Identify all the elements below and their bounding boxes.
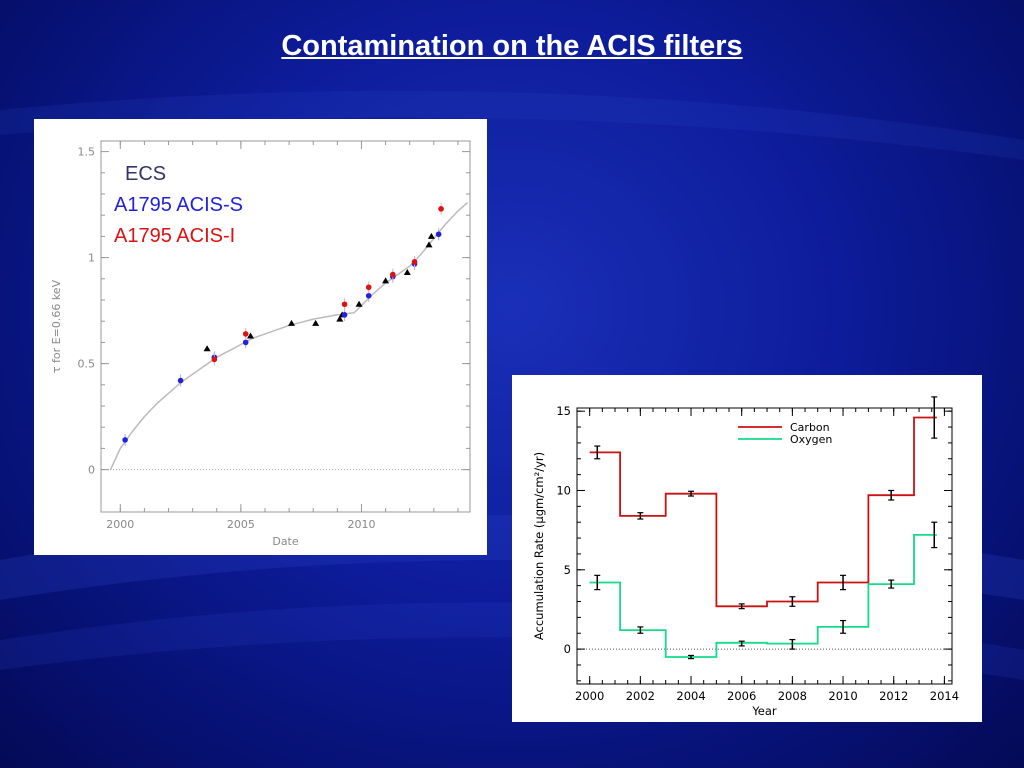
acis-i-point — [211, 356, 218, 363]
y-tick-label: 15 — [556, 404, 571, 418]
acis-i-point — [390, 271, 396, 278]
acis-i-point — [341, 301, 348, 308]
ecs-point — [312, 319, 320, 326]
model-curve — [109, 201, 469, 470]
acis-s-point — [242, 339, 249, 346]
acis-i-point — [411, 259, 418, 265]
y-tick-label: 0 — [564, 642, 571, 656]
x-axis-label: Date — [272, 535, 299, 548]
ecs-point — [427, 232, 435, 239]
legend-acis-i: A1795 ACIS-I — [114, 225, 236, 247]
acis-s-point — [341, 312, 348, 318]
acis-s-point — [365, 292, 372, 299]
y-tick-label: 0.5 — [78, 358, 96, 371]
acis-i-point — [242, 331, 249, 337]
x-tick-label: 2008 — [778, 689, 807, 703]
x-tick-label: 2010 — [347, 518, 375, 531]
x-tick-label: 2000 — [575, 689, 604, 703]
acis-i-point — [438, 206, 444, 212]
legend-label-oxygen: Oxygen — [790, 433, 832, 446]
ecs-point — [403, 268, 411, 275]
ecs-point — [203, 345, 211, 352]
accumulation-chart-panel: 0 5 10 15 2000 2002 2004 2006 2008 2010 2012 2014 Ye… — [512, 375, 982, 722]
x-axis-label: Year — [751, 704, 777, 718]
carbon-step-line — [589, 416, 937, 608]
plot-frame — [100, 140, 471, 513]
tau-chart: 0 0.5 1 1.5 2000 2005 2010 Date τ for E=0.66 keV — [50, 140, 471, 548]
x-tick-label: 2014 — [930, 689, 959, 703]
ecs-point — [425, 241, 433, 248]
x-tick-label: 2002 — [626, 689, 655, 703]
x-tick-label: 2000 — [106, 518, 134, 531]
acis-i-point — [365, 284, 372, 291]
y-axis-label: Accumulation Rate (μgm/cm²/yr) — [532, 452, 546, 640]
x-tick-label: 2006 — [727, 689, 756, 703]
ecs-point — [288, 319, 296, 326]
oxygen-step-line — [589, 534, 937, 658]
acis-s-point — [177, 377, 184, 384]
ecs-point — [382, 277, 390, 284]
slide-title: Contamination on the ACIS filters — [281, 30, 743, 62]
ecs-point — [355, 300, 363, 307]
y-tick-label: 10 — [556, 483, 571, 497]
x-tick-label: 2012 — [879, 689, 908, 703]
x-tick-label: 2005 — [227, 518, 255, 531]
y-tick-label: 0 — [88, 464, 95, 477]
legend-acis-s: A1795 ACIS-S — [114, 194, 243, 216]
ecs-point — [247, 332, 255, 339]
y-axis-label: τ for E=0.66 keV — [50, 279, 63, 373]
y-tick-label: 1.5 — [78, 146, 96, 159]
ecs-point — [336, 315, 344, 322]
x-tick-label: 2010 — [828, 689, 857, 703]
legend-label-carbon: Carbon — [790, 421, 830, 434]
plot-frame — [576, 407, 953, 685]
y-tick-label: 5 — [564, 563, 571, 577]
accumulation-chart: 0 5 10 15 2000 2002 2004 2006 2008 2010 2012 2014 Ye… — [532, 396, 959, 718]
y-tick-label: 1 — [88, 252, 95, 265]
tau-legend: ECS A1795 ACIS-S A1795 ACIS-I — [114, 159, 243, 252]
acis-s-point — [122, 437, 128, 443]
acis-s-point — [435, 231, 442, 238]
x-tick-label: 2004 — [676, 689, 705, 703]
legend-ecs: ECS — [125, 163, 167, 185]
tau-chart-panel: 0 0.5 1 1.5 2000 2005 2010 Date τ for E=0.66 keV… — [34, 119, 487, 555]
